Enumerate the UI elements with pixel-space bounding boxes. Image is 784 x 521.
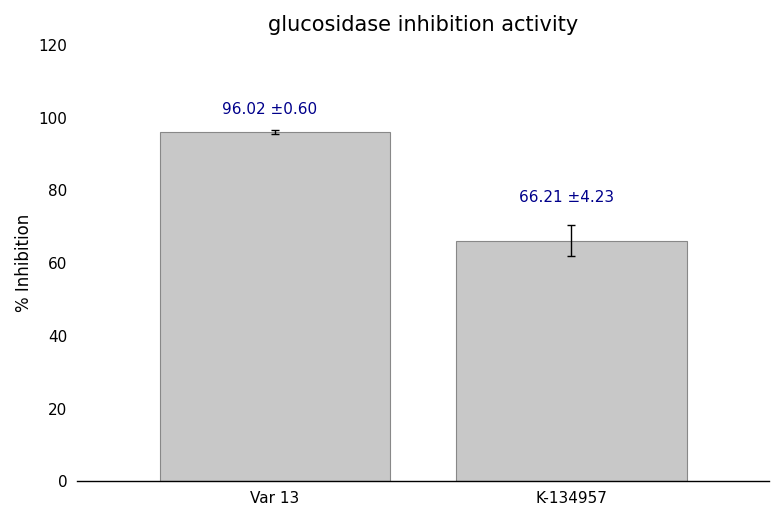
Title: glucosidase inhibition activity: glucosidase inhibition activity [268,15,579,35]
Text: 66.21 ±4.23: 66.21 ±4.23 [519,190,614,205]
Y-axis label: % Inhibition: % Inhibition [15,214,33,312]
Bar [159,132,390,481]
Bar [456,241,687,481]
Text: 96.02 ±0.60: 96.02 ±0.60 [222,102,318,117]
